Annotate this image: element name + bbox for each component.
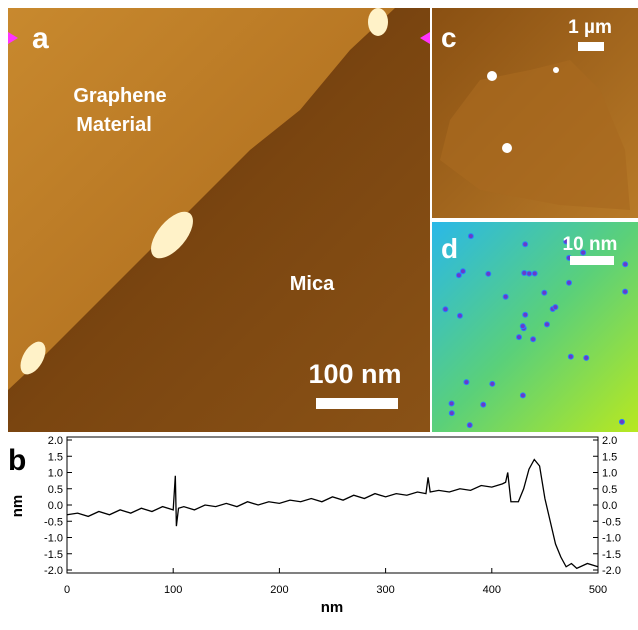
defect xyxy=(503,294,508,299)
defect xyxy=(567,280,572,285)
y-tick-label: 0.0 xyxy=(602,500,617,512)
region-label: Mica xyxy=(290,273,335,295)
defect xyxy=(460,269,465,274)
defect xyxy=(443,307,448,312)
particle xyxy=(487,71,497,81)
y-tick-label: -0.5 xyxy=(602,516,621,528)
defect xyxy=(568,354,573,359)
defect xyxy=(449,411,454,416)
defect xyxy=(531,337,536,342)
scale-bar xyxy=(570,256,614,265)
y-tick-label: -1.5 xyxy=(602,549,621,561)
y-axis-title: nm xyxy=(9,495,26,518)
y-tick-label: 1.5 xyxy=(48,451,63,463)
defect xyxy=(520,393,525,398)
defect xyxy=(486,271,491,276)
defect xyxy=(542,290,547,295)
defect xyxy=(527,271,532,276)
scale-label: 1 µm xyxy=(568,17,612,38)
scale-bar xyxy=(578,42,604,51)
y-tick-label: 1.0 xyxy=(48,468,63,480)
x-tick-label: 300 xyxy=(376,584,394,596)
y-tick-label: 2.0 xyxy=(602,435,617,447)
y-tick-label: -2.0 xyxy=(602,565,621,577)
defect xyxy=(490,381,495,386)
plot: 0 100 200 300 400 500 2.0 2.0 1.5 1.5 1.0 1.0 0.5 0.5… xyxy=(44,435,621,596)
scale-label: 10 nm xyxy=(563,234,618,255)
x-tick-label: 500 xyxy=(589,584,607,596)
y-tick-label: -1.0 xyxy=(44,533,63,545)
particle xyxy=(502,143,512,153)
defect xyxy=(457,313,462,318)
y-tick-label: -2.0 xyxy=(44,565,63,577)
panel-label: a xyxy=(32,22,49,55)
panel-label: b xyxy=(8,444,26,477)
x-tick-label: 200 xyxy=(270,584,288,596)
x-axis-title: nm xyxy=(321,599,344,616)
x-tick-label: 100 xyxy=(164,584,182,596)
y-tick-label: 1.5 xyxy=(602,451,617,463)
y-tick-label: 0.5 xyxy=(602,484,617,496)
defect xyxy=(456,273,461,278)
defect xyxy=(522,270,527,275)
defect xyxy=(467,423,472,428)
defect xyxy=(623,289,628,294)
defect xyxy=(517,335,522,340)
panel-label: d xyxy=(441,233,458,264)
y-tick-label: -1.5 xyxy=(44,549,63,561)
defect xyxy=(481,402,486,407)
defect xyxy=(553,305,558,310)
particle xyxy=(553,67,559,73)
panel-label: c xyxy=(441,22,457,53)
y-tick-label: 0.5 xyxy=(48,484,63,496)
defect xyxy=(449,401,454,406)
plot-frame xyxy=(67,437,598,573)
defect xyxy=(520,324,525,329)
profile-line xyxy=(67,460,598,569)
y-tick-label: 2.0 xyxy=(48,435,63,447)
defect xyxy=(623,262,628,267)
y-tick-label: -1.0 xyxy=(602,533,621,545)
y-tick-label: -0.5 xyxy=(44,516,63,528)
y-tick-label: 0.0 xyxy=(48,500,63,512)
scale-label: 100 nm xyxy=(308,359,401,389)
page: {"panels": { "a": {"label": "a", "region… xyxy=(0,0,638,625)
region-label: Graphene xyxy=(73,85,166,107)
bright-spot xyxy=(368,8,388,36)
defect xyxy=(532,271,537,276)
x-tick-label: 400 xyxy=(483,584,501,596)
x-tick-label: 0 xyxy=(64,584,70,596)
defect xyxy=(464,380,469,385)
region-label: Material xyxy=(76,114,152,136)
defect xyxy=(523,312,528,317)
defect xyxy=(619,419,624,424)
defect xyxy=(544,322,549,327)
defect xyxy=(584,355,589,360)
y-tick-label: 1.0 xyxy=(602,468,617,480)
scale-bar xyxy=(316,398,398,409)
defect xyxy=(468,234,473,239)
figure: a Graphene Material Mica 100 nm c 1 µm d… xyxy=(0,0,638,625)
defect xyxy=(523,242,528,247)
